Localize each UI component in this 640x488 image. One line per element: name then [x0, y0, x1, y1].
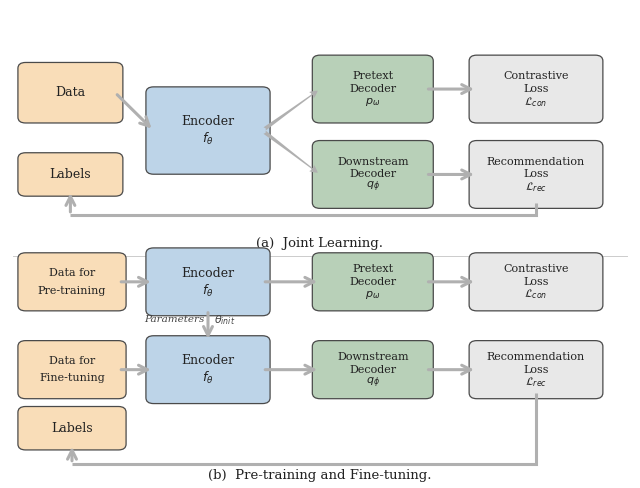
FancyBboxPatch shape: [18, 341, 126, 399]
Text: Loss: Loss: [524, 169, 548, 180]
Text: Decoder: Decoder: [349, 169, 396, 180]
FancyBboxPatch shape: [312, 55, 433, 123]
Text: Encoder: Encoder: [181, 266, 235, 280]
FancyBboxPatch shape: [469, 141, 603, 208]
FancyBboxPatch shape: [312, 341, 433, 399]
FancyBboxPatch shape: [18, 62, 123, 123]
Text: Downstream: Downstream: [337, 157, 408, 167]
Text: Fine-tuning: Fine-tuning: [39, 373, 105, 384]
Text: $\theta_{init}$: $\theta_{init}$: [214, 313, 236, 327]
FancyBboxPatch shape: [146, 336, 270, 404]
Text: Pre-training: Pre-training: [38, 285, 106, 296]
Text: $p_{\omega}$: $p_{\omega}$: [365, 288, 380, 301]
FancyBboxPatch shape: [18, 253, 126, 311]
Text: Decoder: Decoder: [349, 365, 396, 375]
Text: Loss: Loss: [524, 365, 548, 375]
Text: Decoder: Decoder: [349, 277, 396, 287]
Text: Contrastive: Contrastive: [503, 71, 569, 81]
FancyBboxPatch shape: [469, 341, 603, 399]
Text: $\mathcal{L}_{con}$: $\mathcal{L}_{con}$: [524, 95, 548, 109]
Text: Parameters: Parameters: [145, 315, 205, 325]
Text: Encoder: Encoder: [181, 115, 235, 128]
Text: Loss: Loss: [524, 277, 548, 287]
Text: Recommendation: Recommendation: [487, 352, 585, 362]
Text: Decoder: Decoder: [349, 84, 396, 94]
Text: (a)  Joint Learning.: (a) Joint Learning.: [257, 238, 383, 250]
Text: $\mathcal{L}_{rec}$: $\mathcal{L}_{rec}$: [525, 375, 547, 389]
Text: $f_{\theta}$: $f_{\theta}$: [202, 283, 214, 299]
Text: $\mathcal{L}_{con}$: $\mathcal{L}_{con}$: [524, 287, 548, 302]
Text: Data for: Data for: [49, 356, 95, 366]
Text: Recommendation: Recommendation: [487, 157, 585, 167]
FancyBboxPatch shape: [469, 253, 603, 311]
FancyBboxPatch shape: [18, 407, 126, 450]
Text: Loss: Loss: [524, 84, 548, 94]
Text: $f_{\theta}$: $f_{\theta}$: [202, 131, 214, 147]
Text: $\mathcal{L}_{rec}$: $\mathcal{L}_{rec}$: [525, 180, 547, 194]
FancyBboxPatch shape: [18, 153, 123, 196]
Text: (b)  Pre-training and Fine-tuning.: (b) Pre-training and Fine-tuning.: [208, 469, 432, 482]
FancyBboxPatch shape: [312, 141, 433, 208]
Text: Data: Data: [55, 86, 86, 99]
Text: Pretext: Pretext: [352, 264, 394, 274]
Text: $q_{\phi}$: $q_{\phi}$: [366, 375, 380, 389]
Text: Data for: Data for: [49, 268, 95, 278]
FancyBboxPatch shape: [146, 87, 270, 174]
Text: Downstream: Downstream: [337, 352, 408, 362]
Text: Contrastive: Contrastive: [503, 264, 569, 274]
Text: Encoder: Encoder: [181, 354, 235, 367]
FancyBboxPatch shape: [146, 248, 270, 316]
Text: Labels: Labels: [51, 422, 93, 435]
Text: $q_{\phi}$: $q_{\phi}$: [366, 180, 380, 194]
Text: Labels: Labels: [49, 168, 92, 181]
FancyBboxPatch shape: [469, 55, 603, 123]
Text: $f_{\theta}$: $f_{\theta}$: [202, 370, 214, 386]
Text: Pretext: Pretext: [352, 71, 394, 81]
Text: $p_{\omega}$: $p_{\omega}$: [365, 96, 380, 108]
FancyBboxPatch shape: [312, 253, 433, 311]
